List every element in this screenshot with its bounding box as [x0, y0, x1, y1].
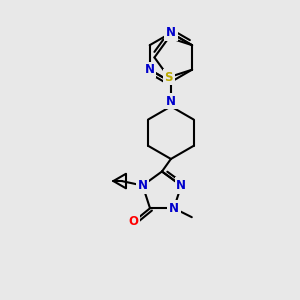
Text: N: N [166, 95, 176, 108]
Text: N: N [176, 179, 186, 192]
Text: O: O [129, 215, 139, 228]
Text: N: N [166, 26, 176, 39]
Text: N: N [138, 179, 148, 192]
Text: N: N [169, 202, 179, 215]
Text: S: S [165, 71, 173, 84]
Text: N: N [145, 63, 155, 76]
